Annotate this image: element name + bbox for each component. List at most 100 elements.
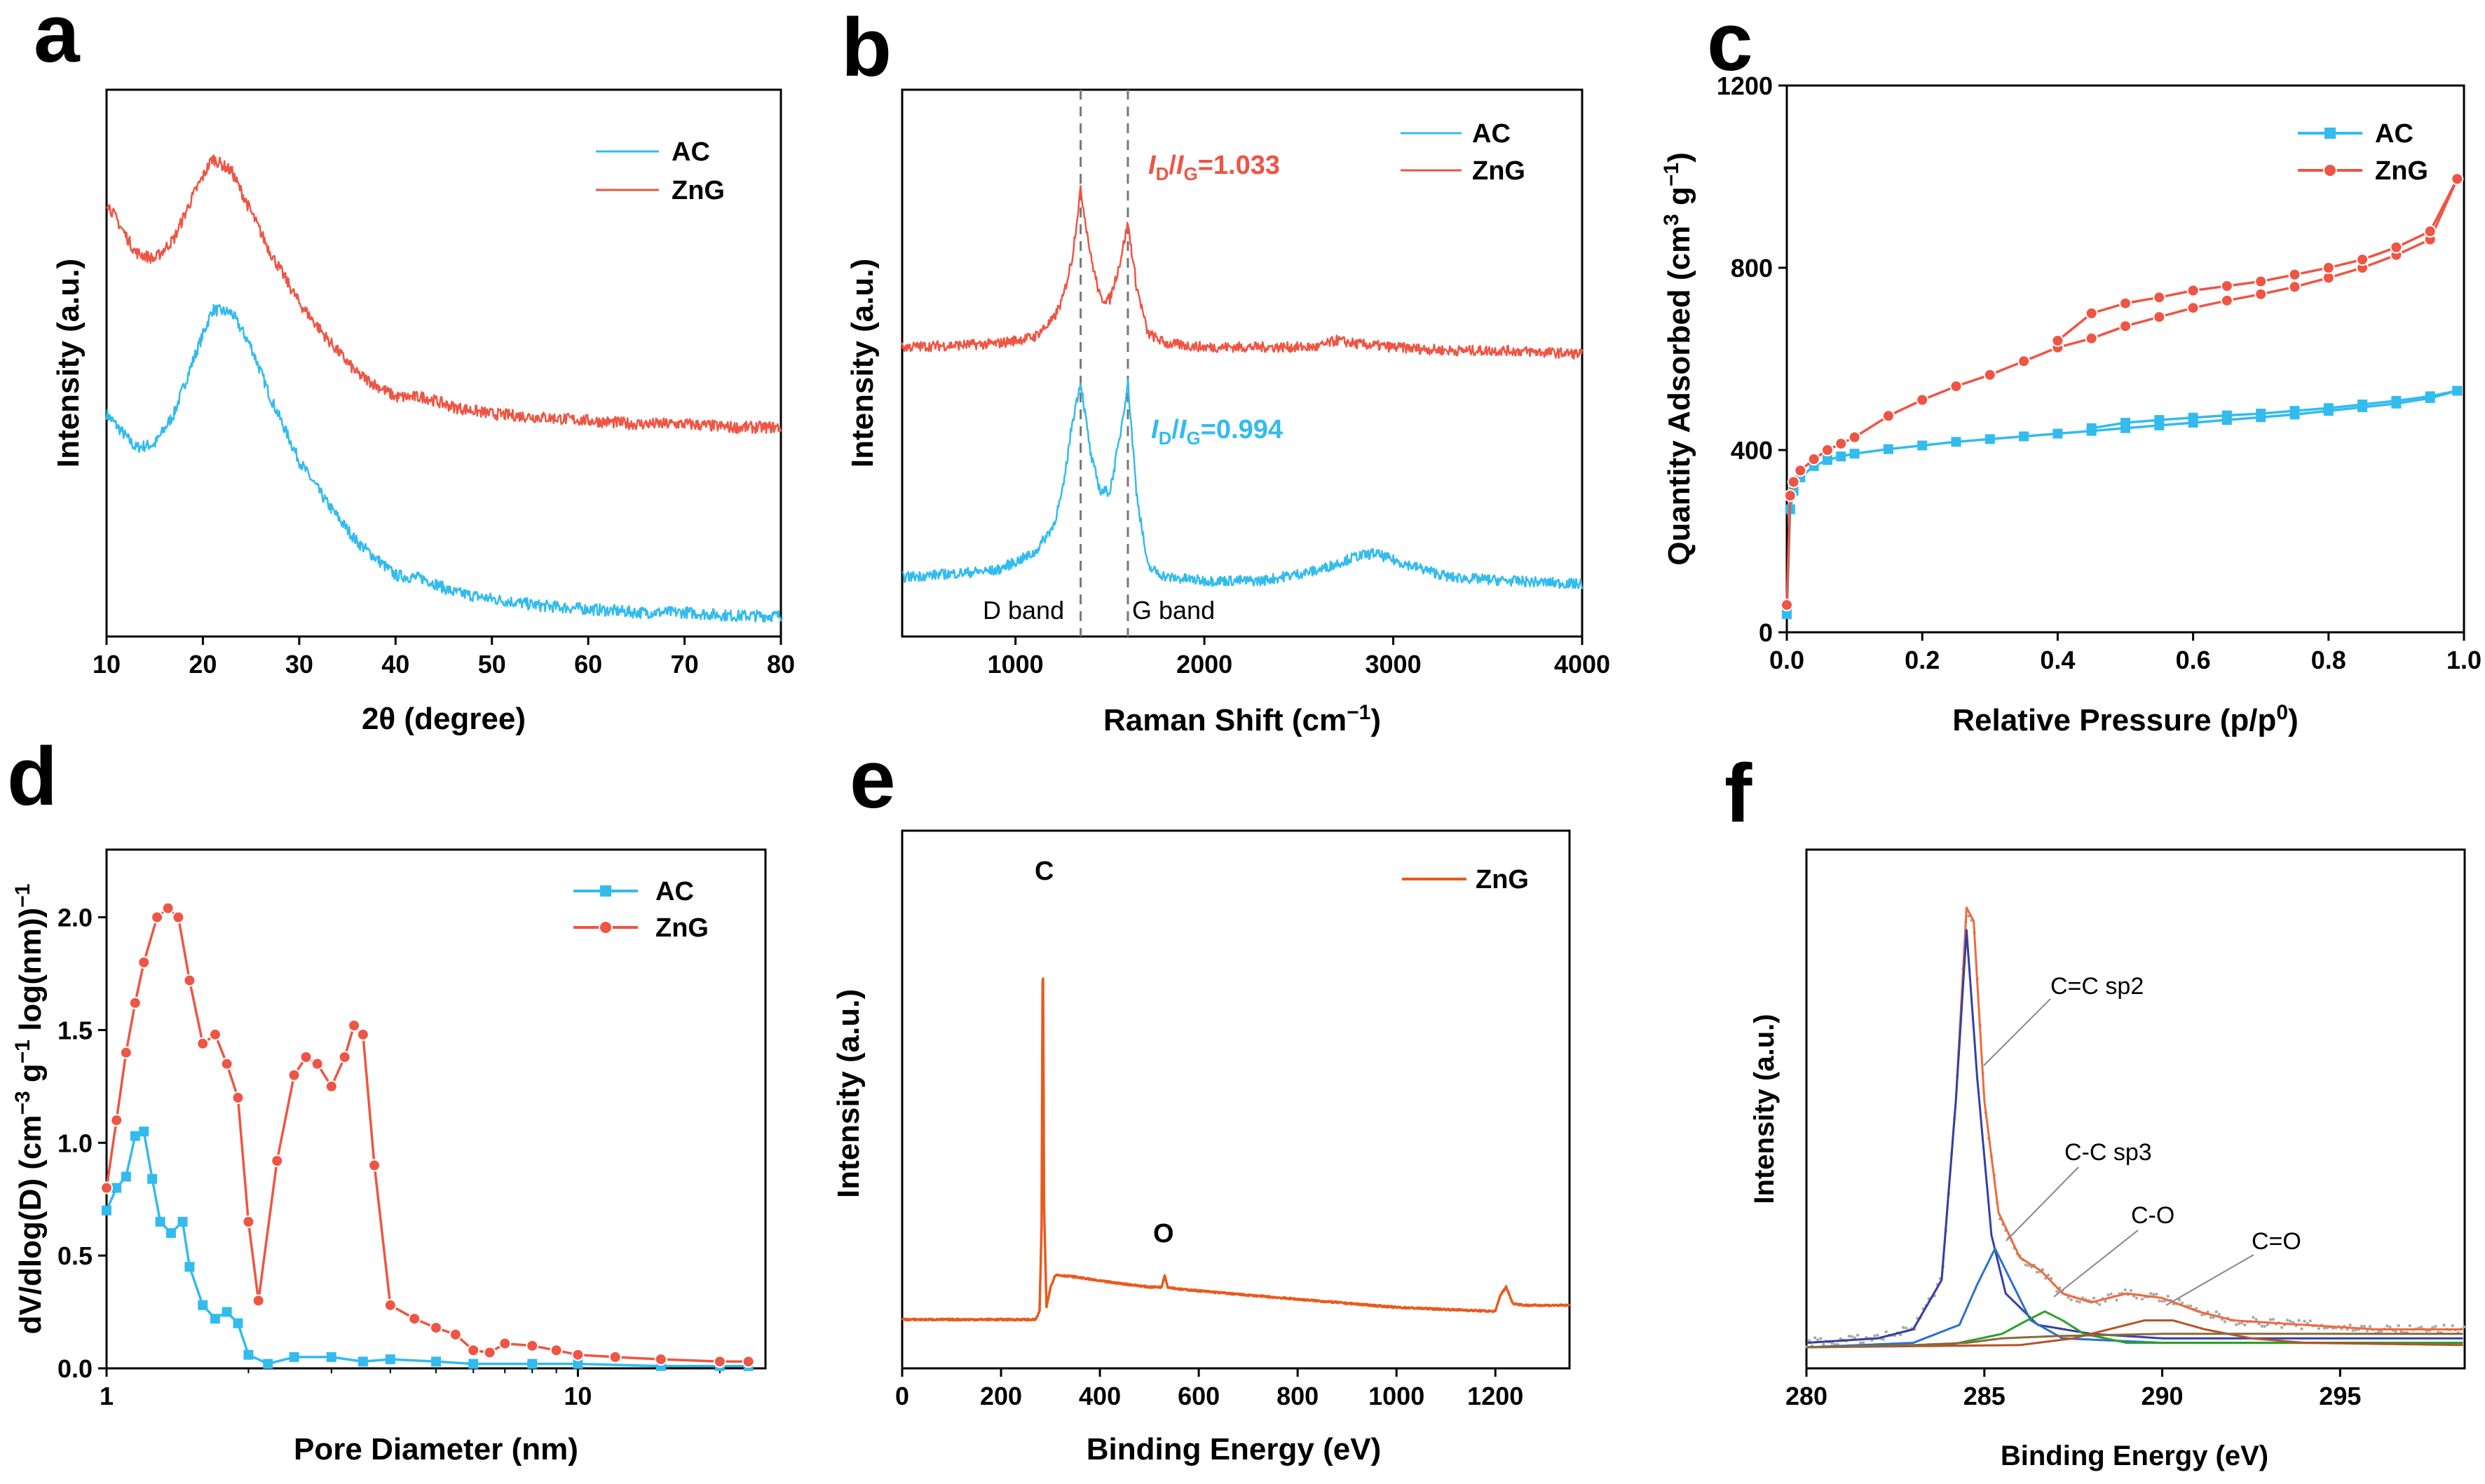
series-zng-e [901, 977, 1571, 1322]
point-ac-desorption-10 [2120, 418, 2130, 428]
point-ac-d-23 [573, 1359, 583, 1369]
point-ac-desorption-11 [2086, 423, 2097, 433]
point-zng-d-33 [571, 1348, 585, 1361]
c-xtick-label-5: 1.0 [2446, 646, 2481, 674]
point-zng-adsorption-3 [1794, 464, 1807, 477]
point-ac-d-2 [121, 1171, 131, 1182]
point-zng-desorption-4 [2322, 261, 2335, 274]
legend-label-zng-a: ZnG [672, 176, 725, 205]
point-zng-desorption-8 [2186, 284, 2200, 297]
point-zng-desorption-10 [2119, 297, 2132, 310]
point-ac-d-5 [147, 1173, 158, 1184]
legend-label-zng-e: ZnG [1476, 865, 1529, 894]
point-zng-adsorption-17 [2186, 301, 2200, 315]
point-zng-d-30 [498, 1337, 512, 1350]
point-ac-d-10 [198, 1300, 208, 1310]
arrow-sp2 [1983, 998, 2051, 1066]
raw-point-f [2158, 1299, 2161, 1302]
point-ac-desorption-1 [2425, 391, 2435, 402]
ticks-d: 1 10 0.0 0.5 1.0 1.5 2.0 [57, 904, 721, 1410]
point-zng-d-1 [110, 1114, 123, 1127]
x-axis-label-a: 2θ (degree) [362, 702, 526, 736]
series-ac-a [105, 304, 782, 623]
raw-point-f [2035, 1270, 2039, 1274]
point-ac-desorption-5 [2289, 406, 2300, 416]
raw-point-f [2462, 1325, 2466, 1329]
raw-point-f [2195, 1307, 2198, 1310]
raw-point-f [1862, 1341, 1865, 1345]
legend-label-zng-b: ZnG [1472, 156, 1525, 186]
series-group-e [901, 977, 1571, 1322]
point-zng-d-24 [383, 1298, 397, 1312]
point-ac-desorption-9 [2154, 415, 2165, 426]
raw-point-f [2346, 1328, 2349, 1331]
point-ac-d-19 [385, 1354, 395, 1365]
c-ytick-label-3: 1200 [1717, 72, 1773, 100]
series-ac-desorption-c [2091, 389, 2458, 430]
label-sp3: C-C sp3 [2064, 1139, 2152, 1166]
raw-point-f [2024, 1263, 2027, 1267]
point-zng-adsorption-15 [2119, 320, 2132, 333]
raw-point-f [2271, 1317, 2275, 1321]
point-zng-d-4 [137, 955, 151, 969]
f-xtick-label-2: 290 [2142, 1382, 2184, 1410]
raw-point-f [2297, 1319, 2301, 1322]
series-group-b [901, 184, 1584, 590]
raw-point-f [2303, 1319, 2306, 1323]
panel-d: d 1 10 0.0 0.5 1.0 1.5 2.0 dV/dlog(D) (cm−3 g−… [7, 730, 767, 1466]
legend-label-ac-a: AC [672, 137, 710, 167]
c-xtick-label-1: 0.2 [1905, 646, 1940, 674]
raw-point-f [2046, 1273, 2050, 1277]
point-ac-desorption-3 [2357, 400, 2368, 409]
point-zng-d-2 [119, 1046, 132, 1059]
raw-point-f [1876, 1333, 1879, 1337]
point-zng-d-19 [325, 1080, 338, 1093]
point-zng-adsorption-8 [1881, 409, 1895, 423]
point-zng-desorption-5 [2288, 268, 2301, 281]
raw-point-f [1884, 1330, 1888, 1334]
raw-point-f [2442, 1323, 2446, 1327]
raw-point-f [2257, 1322, 2261, 1326]
raw-point-f [2360, 1324, 2363, 1328]
raw-point-f [2189, 1304, 2193, 1308]
legend-c: AC ZnG [2298, 119, 2428, 186]
point-zng-d-22 [356, 1028, 369, 1041]
a-xtick-label-4: 50 [478, 650, 506, 679]
a-xtick-label-7: 80 [767, 650, 795, 679]
point-ac-adsorption-5 [1822, 455, 1832, 465]
peak-label-o: O [1153, 1219, 1174, 1248]
panel-letter-e: e [850, 733, 896, 826]
point-zng-adsorption-16 [2153, 311, 2166, 324]
raw-point-f [2209, 1316, 2212, 1319]
f-xtick-label-3: 295 [2319, 1382, 2361, 1410]
point-zng-adsorption-18 [2220, 294, 2233, 307]
raw-point-f [2351, 1328, 2355, 1333]
series-group-c [1781, 172, 2464, 619]
raw-point-f [2177, 1298, 2181, 1302]
panel-a: a 10 20 30 40 50 60 70 80 Intensity (a.u.) 2θ (… [34, 0, 795, 736]
point-ac-d-16 [289, 1352, 299, 1362]
raw-point-f [1881, 1337, 1885, 1341]
e-xtick-label-2: 400 [1079, 1382, 1121, 1410]
point-zng-d-36 [713, 1355, 726, 1368]
series-group-f [1804, 906, 2466, 1349]
raw-point-f [2368, 1325, 2372, 1328]
plot-frame-c [1785, 84, 2465, 634]
x-axis-label-d: Pore Diameter (nm) [294, 1432, 578, 1466]
raw-point-f [2160, 1300, 2164, 1303]
raw-point-f [1807, 1339, 1811, 1342]
point-zng-d-34 [608, 1350, 622, 1363]
y-axis-label-a: Intensity (a.u.) [51, 259, 86, 468]
raw-point-f [2123, 1288, 2127, 1292]
point-zng-d-32 [550, 1344, 563, 1357]
point-ac-d-14 [243, 1349, 254, 1360]
point-ac-d-0 [102, 1205, 111, 1216]
e-xtick-label-5: 1000 [1368, 1382, 1424, 1410]
point-zng-d-6 [161, 901, 175, 915]
raw-point-f [2129, 1288, 2133, 1293]
raw-point-f [2308, 1319, 2312, 1323]
raw-point-f [1822, 1342, 1825, 1347]
plot-frame-f [1805, 848, 2466, 1370]
raw-point-f [2451, 1324, 2454, 1328]
raw-point-f [2155, 1293, 2158, 1296]
